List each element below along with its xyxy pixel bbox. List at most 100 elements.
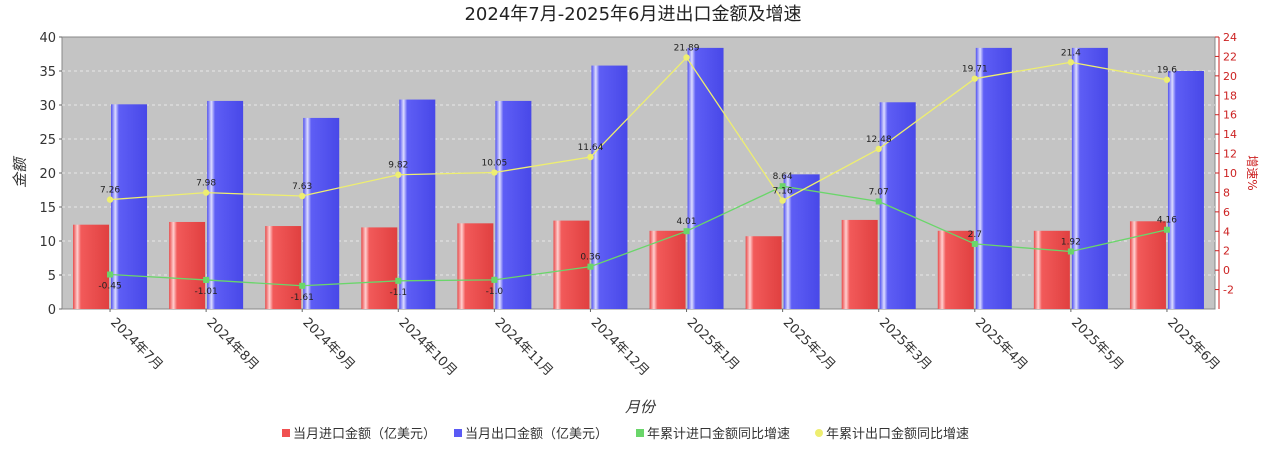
export-bar: [399, 99, 436, 309]
import-growth-point: [683, 228, 690, 235]
import-bar: [1033, 230, 1070, 309]
y2-tick-label: 18: [1223, 89, 1237, 102]
import-growth-label: 7.07: [869, 187, 889, 197]
export-growth-point: [1163, 76, 1171, 83]
import-growth-point: [587, 263, 594, 270]
import-growth-label: 8.64: [773, 172, 793, 182]
import-growth-point: [203, 276, 210, 283]
x-tick-label: 2025年5月: [1068, 315, 1126, 373]
import-growth-label: -1.1: [390, 288, 408, 298]
import-growth-label: -1.0: [486, 287, 504, 297]
legend: 当月进口金额（亿美元） 当月出口金额（亿美元） 年累计进口金额同比增速 年累计出口金额…: [282, 426, 969, 442]
x-tick-label: 2025年6月: [1164, 315, 1222, 373]
y-tick-label: 20: [39, 167, 56, 182]
y2-tick-label: 22: [1223, 50, 1237, 63]
x-tick-label: 2024年7月: [107, 315, 165, 373]
export-bar: [303, 117, 340, 309]
y-tick-label: 35: [39, 65, 56, 80]
legend-label: 年累计出口金额同比增速: [826, 426, 969, 442]
import-bar: [457, 223, 494, 309]
import-growth-label: -0.45: [98, 282, 121, 292]
y2-tick-label: 20: [1223, 70, 1237, 83]
export-bar: [879, 102, 916, 309]
export-growth-point: [971, 75, 978, 82]
export-growth-line: [109, 56, 1168, 202]
export-growth-label: 7.26: [100, 186, 120, 196]
export-growth-point: [1067, 59, 1075, 66]
export-bar: [1167, 71, 1204, 309]
y-tick-label: 40: [39, 31, 56, 46]
import-growth-point: [1163, 226, 1170, 233]
export-growth-label: 21.4: [1061, 48, 1081, 58]
x-tick-label: 2024年9月: [299, 315, 357, 373]
y-tick-label: 10: [39, 235, 56, 250]
legend-label: 当月出口金额（亿美元）: [465, 426, 608, 442]
export-growth-label: 21.89: [674, 43, 700, 53]
import-growth-label: 2.7: [968, 230, 982, 240]
export-growth-label: 12.48: [866, 135, 892, 145]
export-growth-label: 7.63: [292, 182, 312, 192]
y2-axis-label: 增速%: [1245, 155, 1259, 190]
export-growth-point: [106, 196, 114, 203]
export-growth-point: [395, 171, 402, 178]
import-growth-point: [491, 276, 498, 283]
x-tick-label: 2025年3月: [876, 315, 934, 373]
import-bar: [937, 230, 974, 309]
export-growth-point: [683, 54, 690, 61]
export-growth-point: [779, 197, 786, 204]
export-growth-point: [202, 189, 210, 196]
legend-swatch: [636, 429, 644, 437]
y-tick-label: 5: [48, 269, 56, 284]
x-tick-label: 2025年4月: [972, 315, 1030, 373]
y2-tick-label: 8: [1223, 186, 1230, 199]
import-bar: [1129, 221, 1166, 309]
y2-tick-label: 2: [1223, 245, 1230, 258]
import-growth-point: [875, 198, 882, 205]
y2-tick-label: 16: [1223, 109, 1237, 122]
export-growth-label: 9.82: [388, 161, 408, 171]
legend-swatch: [815, 429, 823, 437]
y2-tick-label: 10: [1223, 167, 1237, 180]
x-tick-label: 2025年1月: [684, 315, 742, 373]
import-growth-line: [110, 185, 1168, 287]
import-bar: [649, 230, 686, 309]
import-growth-point: [779, 183, 786, 190]
legend-swatch: [282, 429, 290, 437]
y-axis-label: 金额: [11, 155, 29, 188]
x-tick-label: 2024年12月: [588, 315, 652, 379]
import-growth-point: [395, 277, 402, 284]
export-bar: [111, 104, 148, 309]
y-tick-label: 0: [48, 303, 56, 318]
import-growth-point: [971, 240, 978, 247]
import-bar: [745, 236, 782, 309]
export-growth-label: 19.6: [1157, 66, 1177, 76]
x-tick-label: 2025年2月: [780, 315, 838, 373]
export-growth-label: 7.98: [196, 179, 216, 189]
y-tick-label: 30: [39, 99, 56, 114]
import-growth-label: 4.01: [677, 217, 697, 227]
import-growth-label: 4.16: [1157, 216, 1177, 226]
export-bar: [687, 47, 724, 309]
import-growth-label: -1.01: [194, 287, 217, 297]
legend-label: 年累计进口金额同比增速: [647, 426, 790, 442]
y2-tick-label: 12: [1223, 148, 1237, 161]
y-tick-label: 15: [39, 201, 56, 216]
y2-tick-label: 14: [1223, 128, 1237, 141]
y2-tick-label: -2: [1223, 284, 1234, 297]
export-growth-point: [587, 153, 594, 161]
import-bar: [73, 224, 110, 309]
export-growth-label: 10.05: [481, 159, 507, 169]
export-growth-point: [299, 192, 306, 200]
import-growth-label: -1.61: [291, 293, 314, 303]
export-growth-label: 7.16: [773, 187, 793, 197]
export-bar: [591, 65, 628, 309]
y2-tick-label: 6: [1223, 206, 1230, 219]
export-growth-label: 11.64: [578, 143, 604, 153]
legend-label: 当月进口金额（亿美元）: [293, 426, 436, 442]
x-tick-label: 2024年11月: [492, 315, 556, 379]
import-bar: [169, 221, 206, 309]
import-growth-label: 0.36: [580, 253, 600, 263]
y2-tick-label: 4: [1223, 225, 1230, 238]
y2-tick-label: 0: [1223, 264, 1230, 277]
import-bar: [265, 226, 302, 309]
